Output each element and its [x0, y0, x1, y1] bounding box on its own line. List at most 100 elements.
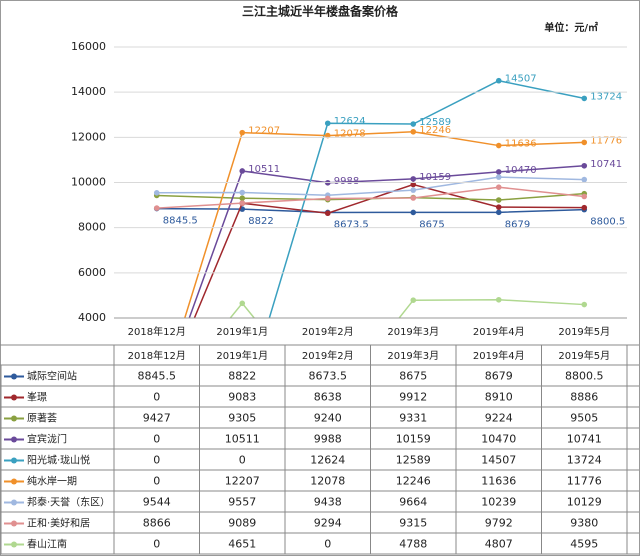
- chart-title: 三江主城近半年楼盘备案价格: [242, 4, 399, 19]
- unit-label: 单位：元/㎡: [544, 21, 598, 34]
- table-header: 2019年5月: [558, 349, 610, 362]
- y-tick-label: 10000: [71, 176, 106, 189]
- legend-marker: [11, 415, 17, 422]
- legend-label: 纯水岸一期: [27, 475, 77, 488]
- table-cell: 9331: [399, 412, 427, 425]
- point: [153, 189, 160, 196]
- point: [495, 169, 502, 175]
- point: [495, 209, 502, 216]
- series-line: [156, 176, 585, 196]
- table-cell: 4788: [399, 538, 427, 551]
- legend-marker: [11, 478, 17, 485]
- table-cell: 0: [153, 391, 160, 404]
- table-header: 2019年2月: [302, 349, 354, 362]
- table-cell: 8638: [314, 391, 342, 404]
- table-cell: 9294: [314, 517, 342, 530]
- point: [410, 209, 417, 216]
- point: [154, 406, 160, 412]
- data-label: 12624: [334, 116, 366, 127]
- data-label: 10159: [419, 172, 451, 183]
- point: [410, 297, 417, 304]
- series-line: [156, 186, 585, 209]
- point: [495, 204, 502, 210]
- data-label: 12207: [248, 126, 280, 137]
- y-tick-label: 16000: [71, 40, 106, 53]
- table-cell: 8910: [485, 391, 513, 404]
- legend-label: 正和·美好和居: [27, 517, 90, 530]
- point: [239, 200, 246, 206]
- data-label: 10470: [505, 165, 537, 176]
- table-cell: 0: [153, 433, 160, 446]
- legend-marker: [11, 457, 17, 464]
- point: [581, 204, 588, 211]
- table-cell: 9224: [485, 412, 513, 425]
- point: [325, 406, 331, 412]
- legend-label: 峯璟: [27, 392, 47, 404]
- point: [410, 121, 417, 127]
- table-cell: 9315: [399, 517, 427, 530]
- point: [581, 95, 588, 102]
- point: [154, 406, 160, 412]
- x-tick-label: 2019年1月: [216, 325, 268, 338]
- point: [581, 301, 588, 308]
- point: [239, 195, 246, 201]
- table-cell: 0: [324, 538, 331, 551]
- table-cell: 10511: [225, 433, 260, 446]
- table-cell: 9240: [314, 412, 342, 425]
- table-cell: 12207: [225, 475, 260, 488]
- table-cell: 10129: [567, 496, 602, 509]
- plot-area: 8845.5 8822 8673.5 8675 8679 8800.5 10511 9988 1…: [153, 74, 625, 412]
- y-tick-label: 14000: [71, 85, 106, 98]
- legend-label: 原著荟: [27, 412, 57, 425]
- point: [324, 195, 331, 202]
- point: [239, 129, 246, 136]
- x-tick-label: 2019年5月: [558, 325, 610, 338]
- table-cell: 9557: [228, 496, 256, 509]
- table-cell: 4651: [228, 538, 256, 551]
- data-label: 8822: [248, 216, 273, 227]
- table-cell: 9438: [314, 496, 342, 509]
- data-label: 10741: [590, 159, 622, 170]
- point: [581, 193, 588, 200]
- table-cell: 9792: [485, 517, 513, 530]
- point: [495, 77, 502, 84]
- table-cell: 9089: [228, 517, 256, 530]
- table-cell: 0: [153, 475, 160, 488]
- data-label: 8675: [419, 219, 444, 230]
- point: [495, 296, 502, 303]
- table-cell: 4807: [485, 538, 513, 551]
- table-cell: 0: [153, 538, 160, 551]
- table-cell: 9912: [399, 391, 427, 404]
- legend-marker: [11, 436, 17, 443]
- data-label: 8845.5: [163, 216, 198, 227]
- table-cell: 11636: [481, 475, 516, 488]
- table-cell: 12624: [310, 454, 345, 467]
- point: [581, 139, 588, 146]
- data-label: 12589: [419, 117, 451, 128]
- data-label: 10511: [248, 164, 280, 175]
- x-tick-label: 2019年4月: [473, 325, 525, 338]
- table-cell: 12589: [396, 454, 431, 467]
- table-cell: 8866: [143, 517, 171, 530]
- table-cell: 8675: [399, 370, 427, 383]
- y-tick-label: 8000: [78, 221, 106, 234]
- table-cell: 10159: [396, 433, 431, 446]
- point: [239, 300, 246, 307]
- table-cell: 8800.5: [565, 370, 604, 383]
- point: [324, 120, 331, 127]
- table-cell: 0: [153, 454, 160, 467]
- table-cell: 12246: [396, 475, 431, 488]
- table-header: 2019年4月: [473, 349, 525, 362]
- series-line: [156, 207, 585, 214]
- point: [410, 176, 417, 182]
- table-cell: 9988: [314, 433, 342, 446]
- table-cell: 8845.5: [138, 370, 177, 383]
- table-cell: 9427: [143, 412, 171, 425]
- data-label: 11636: [505, 139, 537, 150]
- legend-label: 邦泰·天誉（东区）: [27, 496, 110, 509]
- point: [581, 162, 588, 169]
- point: [410, 195, 417, 201]
- legend-marker: [11, 520, 17, 527]
- table-cell: 9544: [143, 496, 171, 509]
- point: [495, 184, 502, 190]
